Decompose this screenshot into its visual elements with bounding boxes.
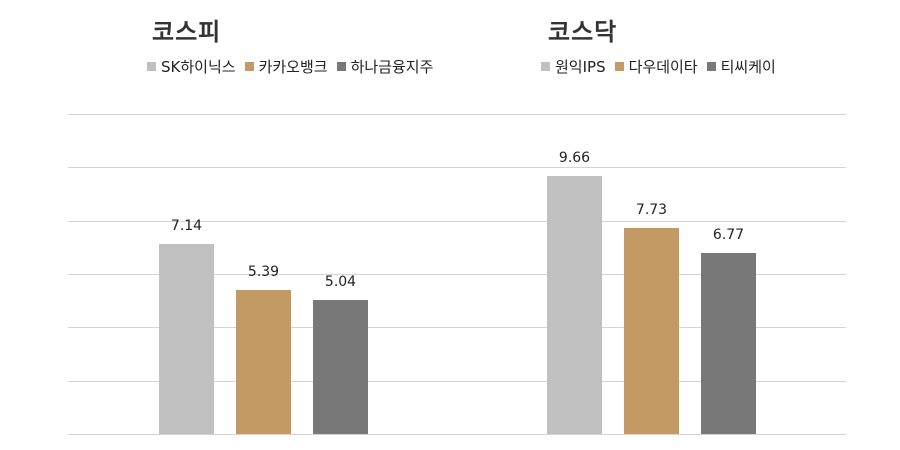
- bar-value-label: 9.66: [558, 150, 591, 167]
- legend-label: 다우데이타: [628, 58, 698, 76]
- bar: [159, 243, 214, 434]
- legend-label: SK하이닉스: [161, 58, 236, 76]
- legend-item-kakaobank: 카카오뱅크: [244, 56, 328, 77]
- bar-value-label: 5.04: [324, 273, 357, 290]
- bar: [624, 227, 679, 434]
- kosdaq-panel-title: 코스닥: [548, 18, 618, 46]
- gridline: [68, 380, 846, 382]
- legend-item-sk-hynix: SK하이닉스: [147, 56, 236, 77]
- legend-label: 원익IPS: [555, 58, 606, 76]
- bar-value-label: 7.14: [170, 217, 203, 234]
- legend-swatch-icon: [336, 62, 346, 71]
- bar-value-label: 7.73: [635, 201, 668, 218]
- bar: [547, 176, 602, 434]
- gridline: [68, 220, 846, 222]
- legend-label: 티씨케이: [720, 58, 776, 76]
- kosdaq-legend: 원익IPS 다우데이타 티씨케이: [541, 56, 785, 77]
- legend-label: 하나금융지주: [350, 58, 434, 76]
- kospi-panel-title: 코스피: [152, 18, 222, 46]
- bar: [236, 290, 291, 434]
- legend-item-hana-financial: 하나금융지주: [336, 56, 434, 77]
- bar: [701, 253, 756, 434]
- legend-swatch-icon: [706, 62, 716, 71]
- legend-label: 카카오뱅크: [258, 58, 328, 76]
- legend-item-wonik-ips: 원익IPS: [541, 56, 606, 77]
- gridline: [68, 274, 846, 275]
- legend-swatch-icon: [147, 62, 156, 71]
- bar: [313, 299, 368, 434]
- gridline: [68, 434, 846, 435]
- kospi-legend: SK하이닉스 카카오뱅크 하나금융지주: [147, 56, 442, 77]
- legend-swatch-icon: [244, 62, 254, 71]
- gridline: [68, 327, 846, 329]
- legend-swatch-icon: [541, 62, 550, 71]
- bar-value-label: 5.39: [247, 264, 280, 281]
- gridline: [68, 114, 846, 115]
- gridline: [68, 167, 846, 169]
- legend-item-daou-data: 다우데이타: [614, 56, 698, 77]
- legend-swatch-icon: [614, 62, 624, 71]
- bar-value-label: 6.77: [712, 227, 745, 244]
- legend-item-tck: 티씨케이: [706, 56, 776, 77]
